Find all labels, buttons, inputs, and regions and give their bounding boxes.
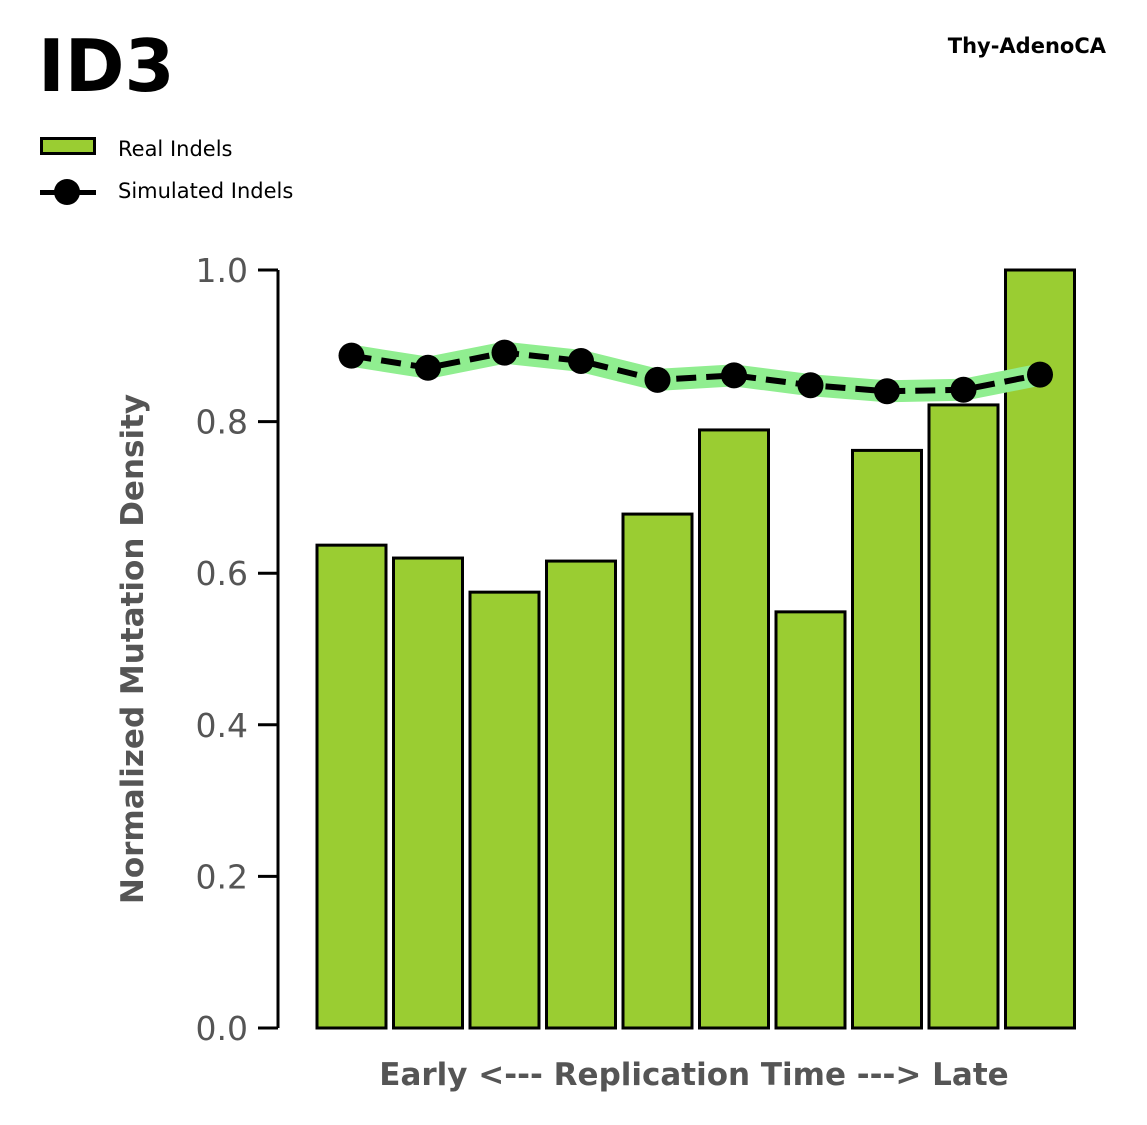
y-tick-label-0.0: 0.0 <box>196 1009 248 1048</box>
simulated-point-5 <box>644 366 671 393</box>
bar-7 <box>774 610 847 1030</box>
chart-title: ID3 <box>38 24 175 108</box>
legend-label-real-indels: Real Indels <box>118 137 233 161</box>
legend-entry-simulated-indels: Simulated Indels <box>38 170 293 212</box>
simulated-point-4 <box>568 347 594 374</box>
simulated-point-6 <box>721 362 747 389</box>
bar-10 <box>1004 268 1076 1030</box>
bar-4 <box>545 559 617 1030</box>
legend-entry-real-indels: Real Indels <box>38 128 293 170</box>
y-tick-label-0.4: 0.4 <box>196 706 248 745</box>
bar-9 <box>927 403 1000 1030</box>
simulated-confidence-band <box>349 341 1043 403</box>
bar-3 <box>468 590 541 1030</box>
simulated-point-7 <box>797 372 824 399</box>
y-axis-label: Normalized Mutation Density <box>115 394 151 904</box>
simulated-indels-line <box>351 349 1041 395</box>
legend-label-simulated-indels: Simulated Indels <box>118 179 294 203</box>
chart-subtitle: Thy-AdenoCA <box>947 34 1106 58</box>
x-axis-label: Early <--- Replication Time ---> Late <box>379 1057 1008 1093</box>
simulated-point-10 <box>1027 361 1053 388</box>
bar-5 <box>621 512 694 1030</box>
simulated-point-1 <box>338 342 365 369</box>
bar-6 <box>698 428 770 1030</box>
bar-2 <box>392 556 464 1030</box>
simulated-point-3 <box>491 339 518 366</box>
legend-line-marker <box>38 171 118 211</box>
y-tick-label-1.0: 1.0 <box>196 251 248 290</box>
simulated-point-9 <box>950 376 977 403</box>
y-tick-label-0.8: 0.8 <box>196 403 248 442</box>
y-tick-label-0.6: 0.6 <box>196 554 248 593</box>
legend-bar-swatch <box>38 129 118 169</box>
bar-1 <box>315 543 388 1030</box>
y-tick-label-0.2: 0.2 <box>196 857 248 896</box>
legend: Real Indels Simulated Indels <box>38 128 293 212</box>
simulated-point-2 <box>415 354 441 381</box>
simulated-point-8 <box>874 378 900 405</box>
bar-8 <box>851 448 923 1030</box>
